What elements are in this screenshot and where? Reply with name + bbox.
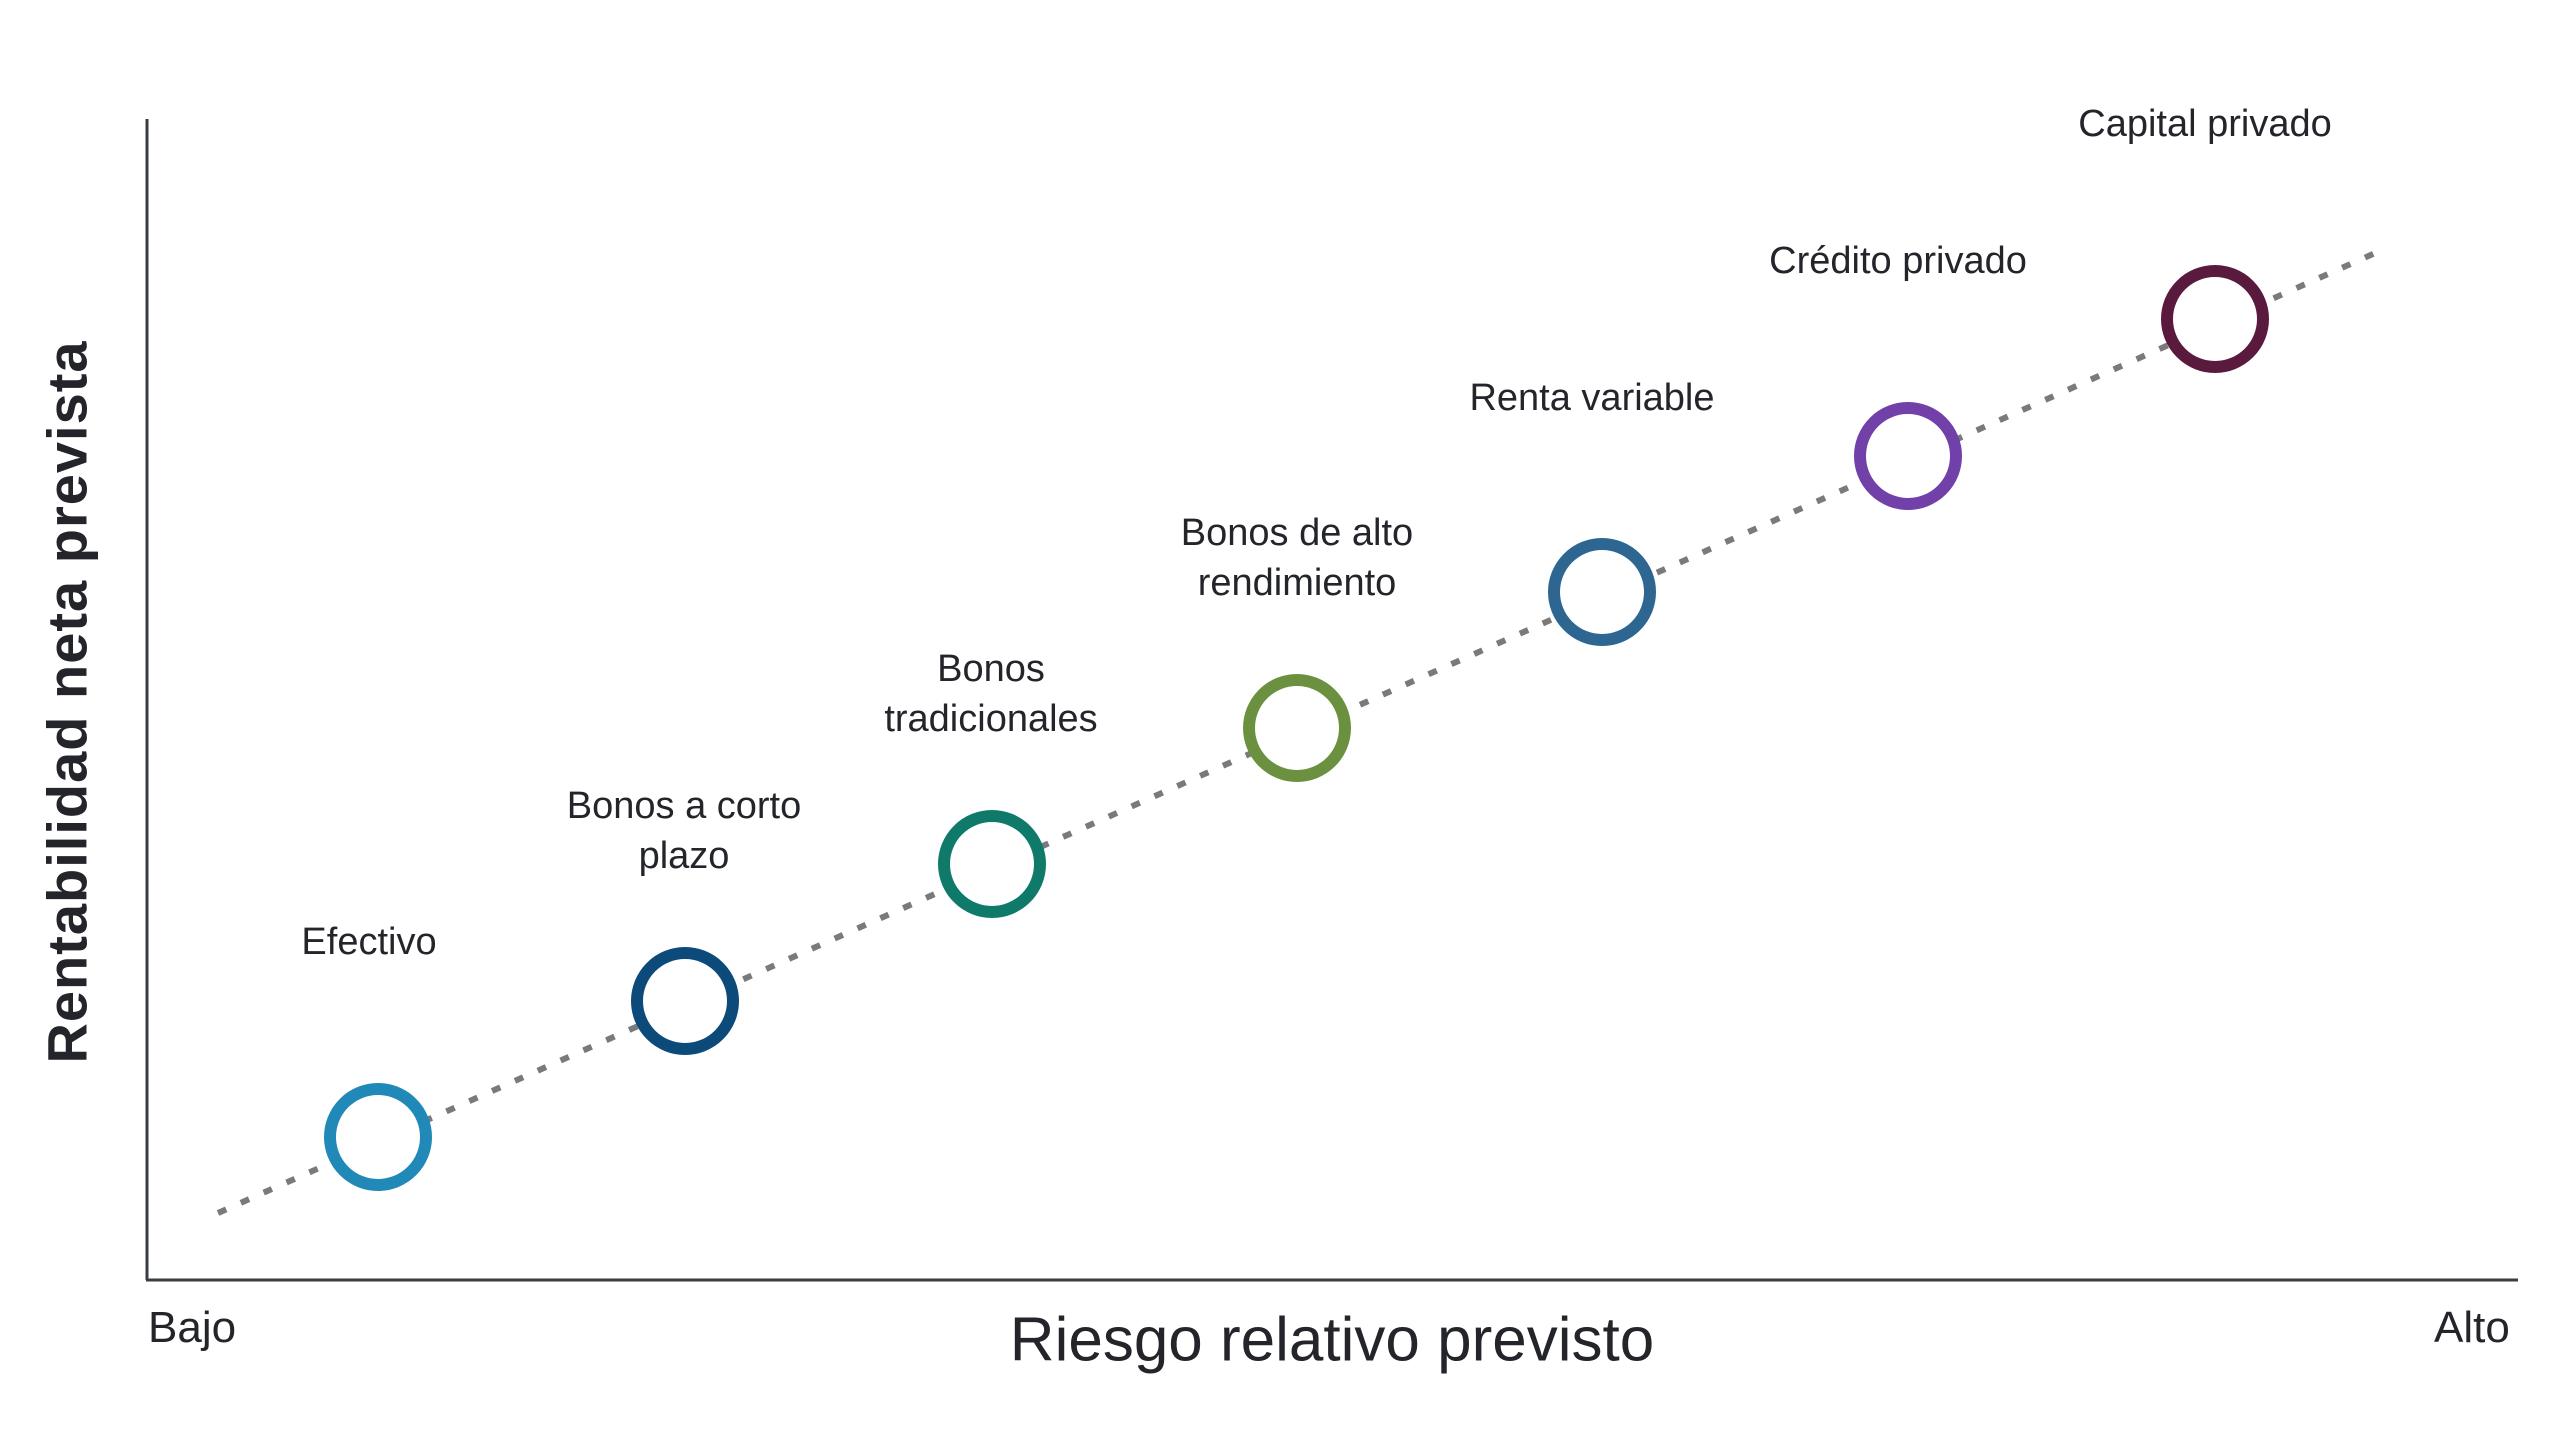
point-bonos-corto-plazo[interactable] <box>631 947 739 1055</box>
label-line: tradicionales <box>884 698 1098 740</box>
label-line: Bonos a corto <box>566 785 802 827</box>
point-efectivo[interactable] <box>324 1083 432 1191</box>
label-efectivo: Efectivo <box>301 917 436 967</box>
x-axis-high-label: Alto <box>2434 1303 2510 1352</box>
y-axis-title: Rentabilidad neta prevista <box>35 340 99 1064</box>
label-line: Efectivo <box>301 921 437 963</box>
label-line: rendimiento <box>1197 562 1397 604</box>
label-line: Crédito privado <box>1769 240 2027 282</box>
label-line: Bonos de alto <box>1180 512 1414 554</box>
label-bonos-tradicionales: Bonos tradicionales <box>884 644 1097 744</box>
point-credito-privado[interactable] <box>1854 402 1962 510</box>
label-bonos-corto-plazo: Bonos a corto plazo <box>567 781 801 881</box>
label-bonos-alto-rendimiento: Bonos de alto rendimiento <box>1181 508 1413 608</box>
point-renta-variable[interactable] <box>1548 538 1656 646</box>
point-bonos-alto-rendimiento[interactable] <box>1243 674 1351 782</box>
label-credito-privado: Crédito privado <box>1769 236 2027 286</box>
data-points <box>324 265 2269 1191</box>
point-bonos-tradicionales[interactable] <box>938 810 1046 918</box>
label-renta-variable: Renta variable <box>1469 373 1714 423</box>
x-axis-title: Riesgo relativo previsto <box>1009 1305 1655 1375</box>
x-axis-low-label: Bajo <box>148 1303 237 1352</box>
label-line: Renta variable <box>1469 377 1715 419</box>
label-capital-privado: Capital privado <box>2078 99 2331 149</box>
point-capital-privado[interactable] <box>2161 265 2269 373</box>
label-line: Capital privado <box>2078 103 2332 145</box>
label-line: Bonos <box>937 648 1045 690</box>
label-line: plazo <box>638 835 730 877</box>
